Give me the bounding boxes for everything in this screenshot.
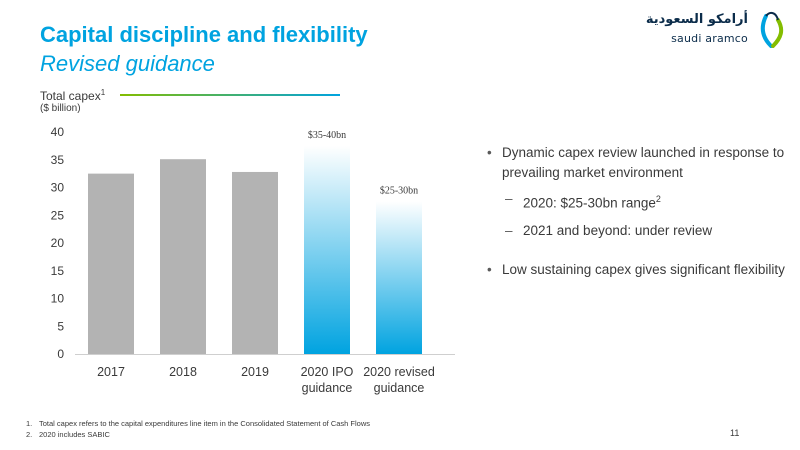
page-number: 11 xyxy=(730,428,740,438)
bar-2020-revised-guidance xyxy=(376,201,422,354)
y-tick-label: 15 xyxy=(51,264,65,278)
bar-data-label: $25-30bn xyxy=(380,185,418,196)
y-tick-label: 30 xyxy=(51,181,65,195)
bar-2018 xyxy=(160,159,206,354)
x-tick-label: guidance xyxy=(374,381,425,395)
bullet-capex-review: Dynamic capex review launched in respons… xyxy=(485,143,785,183)
x-tick-label: 2017 xyxy=(97,365,125,379)
capex-footnote-marker: 1 xyxy=(100,88,106,97)
x-tick-label: 2018 xyxy=(169,365,197,379)
y-tick-label: 35 xyxy=(51,153,65,167)
y-tick-label: 0 xyxy=(57,347,64,361)
aramco-emblem-icon xyxy=(760,11,784,48)
y-tick-label: 20 xyxy=(51,236,65,250)
logo-arabic-text: أرامكو السعودية xyxy=(645,12,748,27)
y-tick-label: 40 xyxy=(51,125,65,139)
footnote-2: 2. 2020 includes SABIC xyxy=(26,429,370,440)
bar-2019 xyxy=(232,171,278,354)
bullet-sustaining-capex: Low sustaining capex gives significant f… xyxy=(485,260,785,280)
footnote-1: 1. Total capex refers to the capital expe… xyxy=(26,418,370,429)
y-tick-label: 25 xyxy=(51,208,65,222)
x-tick-label: 2020 revised xyxy=(363,365,435,379)
accent-divider-line xyxy=(120,94,340,96)
y-tick-label: 10 xyxy=(51,292,65,306)
subbullet-footnote-marker: 2 xyxy=(655,194,661,204)
capex-label-text: Total capex xyxy=(40,89,101,103)
footnotes: 1. Total capex refers to the capital expe… xyxy=(26,418,370,440)
saudi-aramco-logo: أرامكو السعودية saudi aramco xyxy=(646,6,788,50)
slide-title: Capital discipline and flexibility xyxy=(40,22,368,47)
footnote-2-text: 2020 includes SABIC xyxy=(39,430,110,439)
x-tick-label: 2019 xyxy=(241,365,269,379)
bar-data-label: $35-40bn xyxy=(308,130,346,141)
logo-english-text: saudi aramco xyxy=(671,32,748,45)
capex-unit-label: ($ billion) xyxy=(40,103,81,114)
capex-bar-chart: 0 5 10 15 20 25 30 35 40 $35-40bn $25-30bn 2017 20… xyxy=(51,125,455,395)
subbullet-2020-range: 2020: $25-30bn range2 xyxy=(485,189,785,214)
footnote-2-number: 2. xyxy=(26,430,33,439)
subbullet-2021-review: 2021 and beyond: under review xyxy=(485,221,785,241)
footnote-1-number: 1. xyxy=(26,419,33,428)
subbullet-2020-text: 2020: $25-30bn range xyxy=(523,195,656,211)
key-points-list: Dynamic capex review launched in respons… xyxy=(485,143,785,286)
capex-axis-title: Total capex1 xyxy=(40,88,105,103)
x-tick-label: 2020 IPO xyxy=(301,365,354,379)
bar-2017 xyxy=(88,173,134,354)
footnote-1-text: Total capex refers to the capital expend… xyxy=(39,419,371,428)
y-tick-label: 5 xyxy=(57,319,64,333)
x-tick-label: guidance xyxy=(302,381,353,395)
slide-subtitle: Revised guidance xyxy=(40,51,215,76)
bar-2020-ipo-guidance xyxy=(304,145,350,354)
